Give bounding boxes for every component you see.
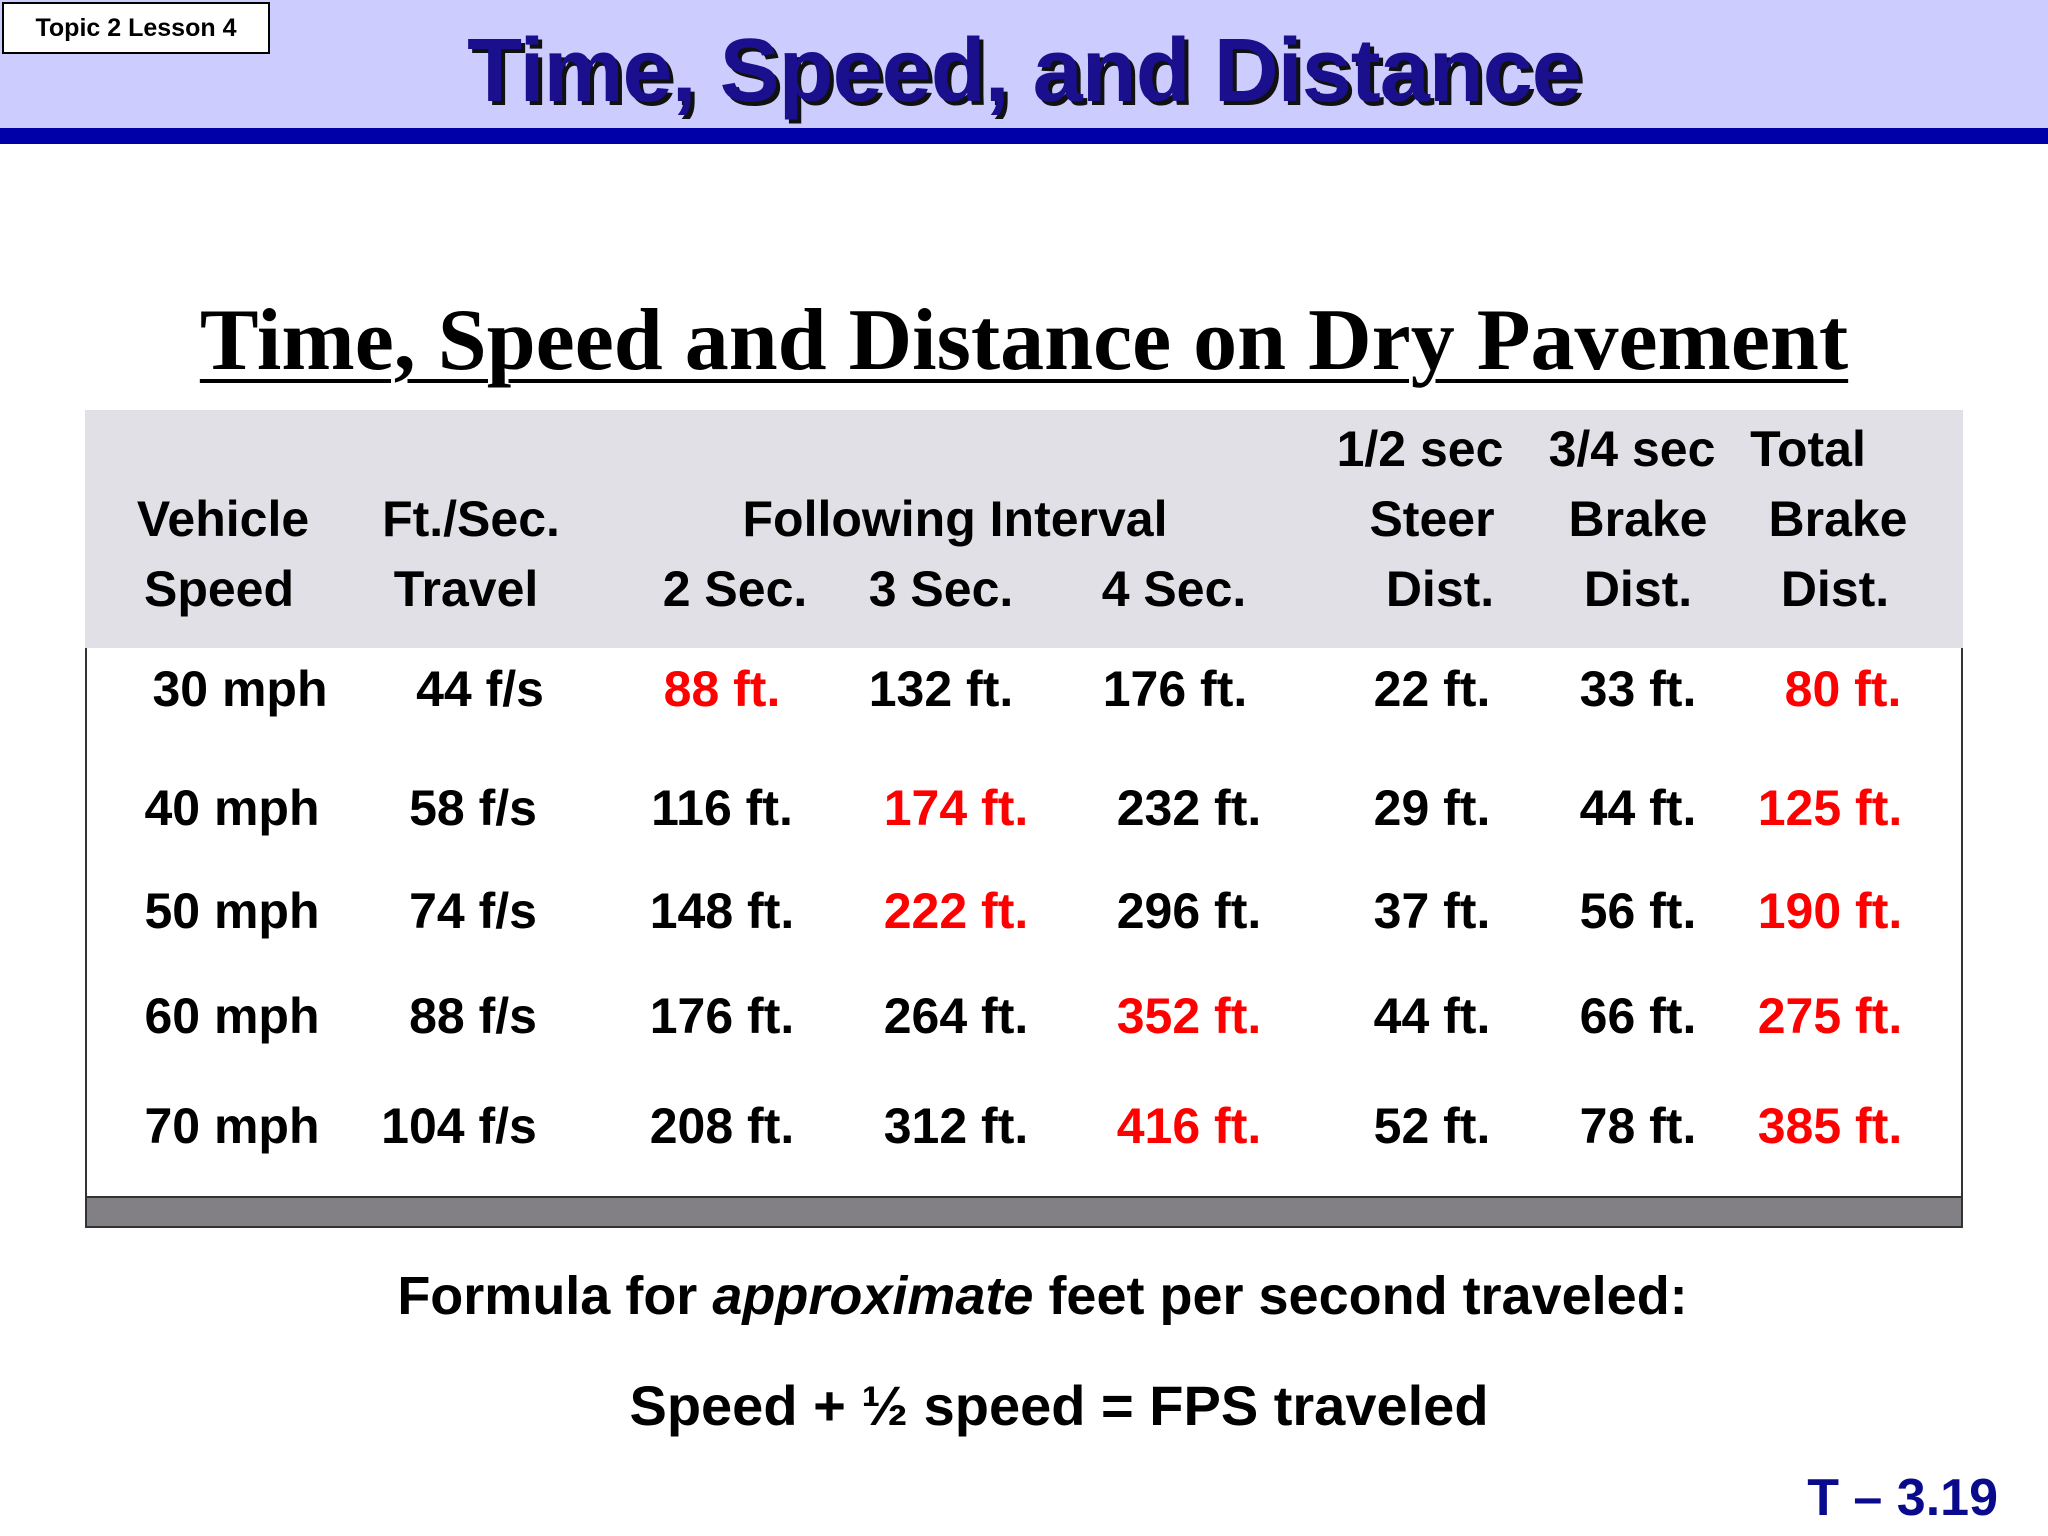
interval-3-sec: 312 ft.: [883, 1098, 1029, 1154]
table-header-background: [85, 410, 1963, 648]
total-brake-distance: 275 ft.: [1757, 988, 1903, 1044]
formula-line: Formula for approximate feet per second …: [0, 1265, 2048, 1327]
interval-2-sec: 176 ft.: [649, 988, 795, 1044]
feet-per-second: 88 f/s: [409, 988, 537, 1044]
header-total: Total: [1750, 421, 1866, 477]
feet-per-second: 44 f/s: [416, 661, 544, 717]
header-brake-dist: Dist.: [1583, 561, 1693, 617]
interval-2-sec: 88 ft.: [663, 661, 781, 717]
header-3-sec: 3 Sec.: [868, 561, 1014, 617]
formula-equation: Speed + ½ speed = FPS traveled: [629, 1374, 1489, 1437]
brake-distance: 44 ft.: [1579, 780, 1697, 836]
formula-text-before: Formula for: [397, 1266, 713, 1326]
topic-label: Topic 2 Lesson 4: [2, 2, 270, 54]
formula-emphasis: approximate: [712, 1266, 1034, 1326]
header-steer: Steer: [1369, 491, 1495, 547]
interval-2-sec: 148 ft.: [649, 883, 795, 939]
interval-4-sec: 232 ft.: [1116, 780, 1262, 836]
header-brake: Brake: [1568, 491, 1708, 547]
total-brake-distance: 190 ft.: [1757, 883, 1903, 939]
interval-3-sec: 174 ft.: [883, 780, 1029, 836]
header-vehicle: Vehicle: [136, 491, 310, 547]
header-travel: Travel: [393, 561, 539, 617]
slide-title: Time, Speed, and Distance: [467, 21, 1582, 121]
total-brake-distance: 125 ft.: [1757, 780, 1903, 836]
header-ft-sec: Ft./Sec.: [382, 491, 560, 547]
slide-number: T – 3.19: [1807, 1469, 1998, 1527]
brake-distance: 56 ft.: [1579, 883, 1697, 939]
total-brake-distance: 385 ft.: [1757, 1098, 1903, 1154]
interval-4-sec: 176 ft.: [1102, 661, 1248, 717]
header-half-sec: 1/2 sec: [1336, 421, 1504, 477]
steer-distance: 37 ft.: [1373, 883, 1491, 939]
vehicle-speed: 70 mph: [144, 1098, 320, 1154]
interval-4-sec: 296 ft.: [1116, 883, 1262, 939]
vehicle-speed: 60 mph: [144, 988, 320, 1044]
interval-3-sec: 264 ft.: [883, 988, 1029, 1044]
header-rule: [0, 128, 2048, 144]
vehicle-speed: 40 mph: [144, 780, 320, 836]
header-band: [0, 0, 2048, 130]
interval-4-sec: 352 ft.: [1116, 988, 1262, 1044]
header-three-quarter-sec: 3/4 sec: [1548, 421, 1716, 477]
header-2-sec: 2 Sec.: [662, 561, 808, 617]
interval-2-sec: 208 ft.: [649, 1098, 795, 1154]
table-title: Time, Speed and Distance on Dry Pavement: [199, 292, 1849, 389]
table-footer-bar: [85, 1196, 1963, 1228]
interval-3-sec: 132 ft.: [868, 661, 1014, 717]
steer-distance: 52 ft.: [1373, 1098, 1491, 1154]
interval-3-sec: 222 ft.: [883, 883, 1029, 939]
header-4-sec: 4 Sec.: [1101, 561, 1247, 617]
brake-distance: 78 ft.: [1579, 1098, 1697, 1154]
header-total-dist: Dist.: [1780, 561, 1890, 617]
header-speed: Speed: [143, 561, 295, 617]
steer-distance: 29 ft.: [1373, 780, 1491, 836]
brake-distance: 66 ft.: [1579, 988, 1697, 1044]
vehicle-speed: 50 mph: [144, 883, 320, 939]
total-brake-distance: 80 ft.: [1784, 661, 1902, 717]
feet-per-second: 74 f/s: [409, 883, 537, 939]
feet-per-second: 58 f/s: [409, 780, 537, 836]
header-steer-dist: Dist.: [1385, 561, 1495, 617]
vehicle-speed: 30 mph: [152, 661, 328, 717]
header-following-interval: Following Interval: [742, 491, 1168, 547]
header-total-brake: Brake: [1768, 491, 1908, 547]
interval-4-sec: 416 ft.: [1116, 1098, 1262, 1154]
steer-distance: 22 ft.: [1373, 661, 1491, 717]
brake-distance: 33 ft.: [1579, 661, 1697, 717]
formula-text-after: feet per second traveled:: [1033, 1266, 1688, 1326]
steer-distance: 44 ft.: [1373, 988, 1491, 1044]
feet-per-second: 104 f/s: [381, 1098, 537, 1154]
interval-2-sec: 116 ft.: [651, 780, 793, 836]
